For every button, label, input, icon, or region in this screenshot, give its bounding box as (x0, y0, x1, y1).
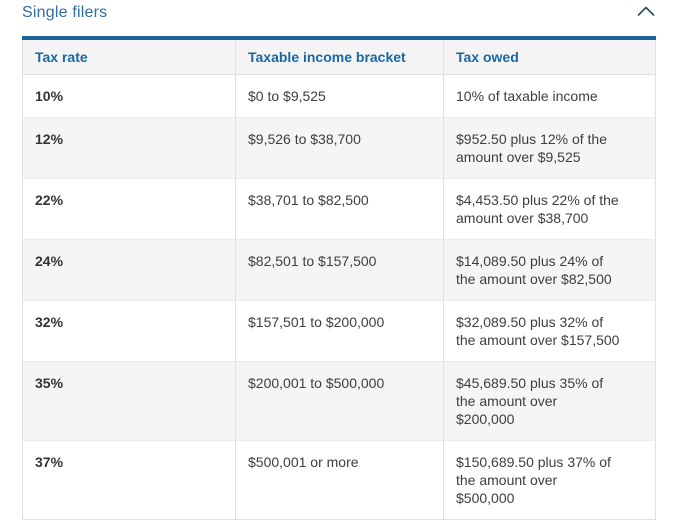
cell-owed: $32,089.50 plus 32% of the amount over $… (443, 300, 656, 362)
table-row: 12% $9,526 to $38,700 $952.50 plus 12% of … (22, 117, 656, 179)
table-row: 35% $200,001 to $500,000 $45,689.50 plus 3… (22, 361, 656, 441)
cell-owed: $45,689.50 plus 35% of the amount over $… (443, 361, 656, 441)
cell-owed: $952.50 plus 12% of the amount over $9,5… (443, 117, 656, 179)
tax-table-body: 10% $0 to $9,525 10% of taxable income 12% $… (22, 74, 656, 520)
cell-rate: 32% (22, 300, 236, 362)
cell-rate: 24% (22, 239, 236, 301)
column-header-tax-owed: Tax owed (443, 38, 656, 75)
cell-bracket: $200,001 to $500,000 (235, 361, 444, 441)
cell-owed: $150,689.50 plus 37% of the amount over … (443, 440, 656, 520)
cell-rate: 35% (22, 361, 236, 441)
chevron-up-icon (637, 6, 655, 16)
cell-bracket: $9,526 to $38,700 (235, 117, 444, 179)
cell-bracket: $157,501 to $200,000 (235, 300, 444, 362)
table-row: 22% $38,701 to $82,500 $4,453.50 plus 22% … (22, 178, 656, 240)
cell-rate: 12% (22, 117, 236, 179)
table-row: 24% $82,501 to $157,500 $14,089.50 plus 24… (22, 239, 656, 301)
cell-owed: 10% of taxable income (443, 74, 656, 118)
table-row: 10% $0 to $9,525 10% of taxable income (23, 74, 656, 118)
cell-bracket: $0 to $9,525 (235, 74, 444, 118)
cell-rate: 22% (22, 178, 236, 240)
cell-bracket: $38,701 to $82,500 (235, 178, 444, 240)
cell-owed: $14,089.50 plus 24% of the amount over $… (443, 239, 656, 301)
collapse-button[interactable] (637, 3, 655, 17)
table-header-row: Tax rate Taxable income bracket Tax owed (22, 38, 656, 75)
table-row: 37% $500,001 or more $150,689.50 plus 37% … (22, 440, 656, 520)
cell-owed: $4,453.50 plus 22% of the amount over $3… (443, 178, 656, 240)
column-header-income-bracket: Taxable income bracket (235, 38, 444, 75)
column-header-tax-rate: Tax rate (22, 38, 236, 75)
cell-rate: 37% (22, 440, 236, 520)
cell-bracket: $82,501 to $157,500 (235, 239, 444, 301)
accordion-header[interactable]: Single filers (22, 3, 655, 22)
tax-brackets-table: Tax rate Taxable income bracket Tax owed… (22, 36, 656, 520)
cell-bracket: $500,001 or more (235, 440, 444, 520)
table-row: 32% $157,501 to $200,000 $32,089.50 plus 3… (22, 300, 656, 362)
cell-rate: 10% (35, 88, 64, 104)
section-title: Single filers (22, 4, 108, 21)
